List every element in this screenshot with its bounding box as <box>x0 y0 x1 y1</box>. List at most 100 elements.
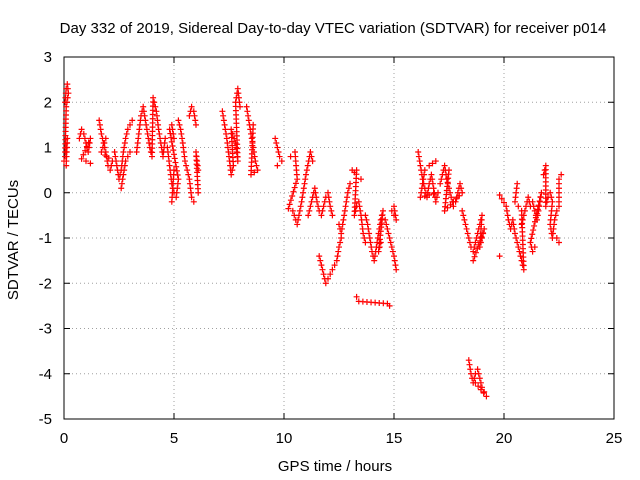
data-point <box>366 235 373 241</box>
data-point <box>229 167 236 174</box>
grid-layer <box>64 57 614 419</box>
data-point <box>510 221 517 228</box>
data-point <box>358 176 364 183</box>
data-point <box>366 230 373 237</box>
data-point <box>83 143 90 150</box>
data-point <box>150 94 157 101</box>
data-point <box>475 241 482 248</box>
data-point <box>63 99 70 106</box>
data-point <box>190 108 197 115</box>
data-point <box>367 239 374 246</box>
data-point <box>275 149 282 156</box>
data-point <box>185 171 192 178</box>
data-point <box>325 194 332 201</box>
data-point <box>303 167 310 174</box>
data-point <box>313 194 320 201</box>
data-point <box>295 216 302 223</box>
data-point <box>520 212 527 219</box>
data-point <box>78 126 85 133</box>
data-point <box>327 203 334 210</box>
data-point <box>556 176 562 183</box>
data-point <box>168 121 175 128</box>
data-point <box>192 117 199 124</box>
data-point <box>294 221 301 228</box>
data-point <box>416 158 423 165</box>
data-point <box>190 198 197 205</box>
data-point <box>363 216 370 223</box>
data-point <box>245 112 252 119</box>
data-point <box>480 389 487 396</box>
data-point <box>325 275 331 282</box>
data-point <box>300 185 307 192</box>
data-point <box>195 167 202 174</box>
data-point <box>98 130 105 137</box>
data-point <box>301 180 308 187</box>
data-point <box>276 153 283 160</box>
data-point <box>389 248 396 255</box>
data-point <box>173 167 180 174</box>
data-point <box>306 207 313 214</box>
data-point <box>343 198 350 205</box>
data-point <box>388 207 395 214</box>
data-point <box>548 194 555 201</box>
data-point <box>121 167 128 174</box>
data-point <box>417 162 424 169</box>
data-point <box>300 189 307 196</box>
data-point <box>312 189 319 196</box>
data-point <box>108 162 115 169</box>
data-point <box>156 130 163 137</box>
data-point <box>496 192 503 199</box>
data-point <box>173 163 180 170</box>
data-point <box>76 135 83 142</box>
data-point <box>162 135 169 142</box>
data-point <box>228 171 235 178</box>
data-point <box>245 117 252 124</box>
data-point <box>474 245 481 252</box>
data-point <box>331 262 338 269</box>
data-point <box>175 176 182 183</box>
data-point <box>169 126 176 133</box>
data-point <box>338 225 345 232</box>
data-point <box>462 221 469 228</box>
data-point <box>87 135 94 142</box>
data-point <box>122 158 129 165</box>
y-tick-label: 0 <box>44 185 52 202</box>
data-point <box>237 103 243 110</box>
data-point <box>307 149 314 156</box>
data-point <box>426 192 433 199</box>
data-point <box>184 167 191 174</box>
data-point <box>386 235 393 241</box>
data-point <box>337 239 344 246</box>
data-point <box>417 194 424 201</box>
data-point <box>421 193 428 200</box>
data-point <box>415 153 422 160</box>
data-point <box>285 205 292 212</box>
data-point <box>143 121 150 128</box>
data-point <box>320 203 327 210</box>
data-point <box>430 190 437 197</box>
data-point <box>334 253 341 260</box>
data-point <box>528 235 535 242</box>
x-tick-label: 5 <box>170 430 178 447</box>
data-point <box>538 189 545 196</box>
axis-layer: 0 5 10 15 20 25 -5 -4 -3 -2 -1 0 1 2 3 <box>39 49 623 447</box>
data-point <box>536 198 543 205</box>
data-point <box>447 189 454 196</box>
data-point <box>365 225 372 232</box>
data-point <box>457 180 463 187</box>
data-point <box>273 139 280 146</box>
data-point <box>336 244 342 251</box>
data-point <box>553 235 560 241</box>
data-point <box>371 253 378 260</box>
data-point <box>418 185 425 192</box>
data-point <box>360 230 367 237</box>
data-point <box>219 108 226 115</box>
data-point <box>534 206 541 213</box>
data-point <box>286 201 293 208</box>
data-point <box>446 167 452 174</box>
data-point <box>311 185 318 192</box>
data-point <box>483 393 490 400</box>
data-point <box>391 203 397 210</box>
data-point <box>464 230 471 237</box>
